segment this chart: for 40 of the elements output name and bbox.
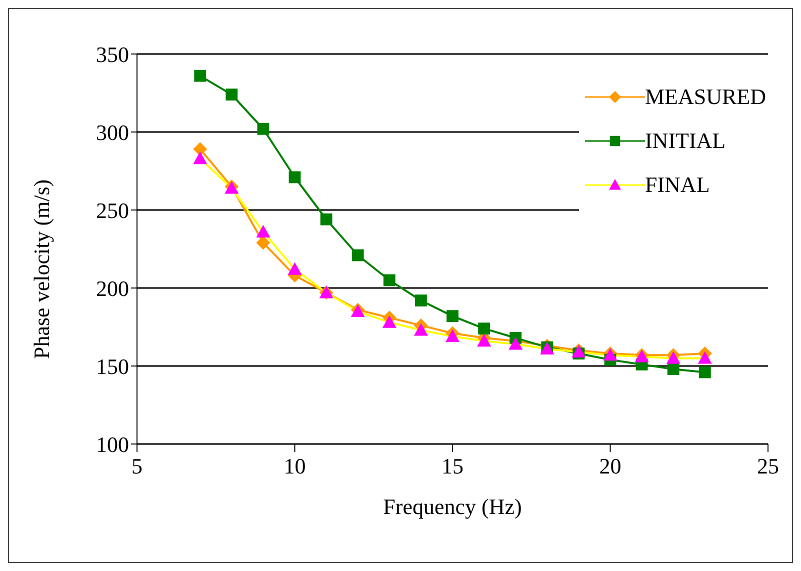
point	[288, 262, 302, 275]
y-tick-label: 350	[96, 42, 129, 67]
point	[256, 236, 270, 250]
y-tick-label: 200	[96, 276, 129, 301]
point	[226, 88, 238, 101]
y-tick-label: 250	[96, 198, 129, 223]
point	[698, 366, 711, 378]
point	[288, 171, 301, 184]
x-tick-label: 10	[284, 454, 306, 479]
point	[382, 315, 396, 328]
point	[446, 310, 458, 322]
point	[414, 323, 428, 336]
y-tick-label: 100	[96, 432, 129, 457]
y-axis-title: Phase velocity (m/s)	[28, 179, 54, 359]
point	[667, 363, 680, 376]
point	[508, 337, 523, 350]
x-tick-label: 25	[757, 454, 779, 479]
point	[193, 142, 208, 156]
point	[257, 122, 270, 135]
y-tick-label: 150	[96, 354, 129, 379]
point	[256, 224, 270, 238]
point	[415, 294, 427, 306]
legend-label: INITIAL	[644, 128, 726, 154]
point	[477, 334, 492, 347]
point	[320, 213, 332, 226]
x-axis-title: Frequency (Hz)	[383, 494, 522, 519]
point	[194, 70, 206, 82]
point	[666, 351, 680, 364]
legend-label: MEASURED	[644, 84, 766, 110]
point	[383, 274, 396, 286]
legend-label: FINAL	[644, 172, 710, 198]
x-tick-label: 15	[442, 454, 464, 479]
point	[478, 322, 490, 335]
x-tick-label: 5	[132, 454, 142, 479]
point	[446, 329, 460, 342]
point	[698, 351, 712, 364]
x-tick-label: 20	[599, 454, 622, 479]
point	[352, 249, 364, 262]
y-tick-label: 300	[96, 120, 129, 145]
point	[193, 152, 208, 164]
